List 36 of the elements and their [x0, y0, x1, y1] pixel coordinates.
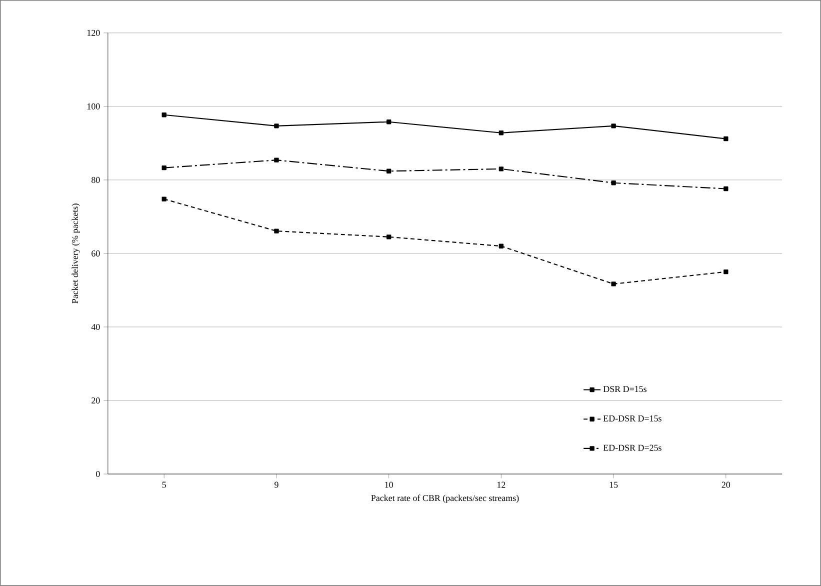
point	[274, 158, 279, 162]
point	[498, 166, 504, 172]
legend-label: ED-DSR D=15s	[603, 415, 662, 422]
point	[611, 180, 616, 186]
point	[162, 196, 166, 202]
point	[498, 244, 504, 248]
x-tick-label: 15	[610, 482, 618, 488]
y-tick-label: 120	[87, 30, 100, 36]
y-tick-label: 20	[92, 397, 100, 404]
point	[386, 168, 392, 174]
y-tick-label: 0	[96, 471, 100, 478]
x-axis-title: Packet rate of CBR (packets/sec streams)	[371, 494, 519, 503]
x-tick-label: 5	[162, 482, 166, 488]
x-tick-label: 20	[722, 482, 730, 488]
legend-label: DSR D=15s	[603, 386, 646, 392]
y-tick-label: 40	[91, 324, 100, 330]
x-tick-label: 9	[274, 482, 278, 488]
point	[386, 234, 392, 240]
point	[162, 112, 166, 118]
point	[724, 270, 728, 274]
legend-label: ED-DSR D=25s	[603, 444, 662, 451]
point	[274, 228, 279, 234]
y-tick-label: 60	[92, 250, 100, 257]
y-tick-label: 80	[92, 176, 100, 184]
y-tick-label: 100	[87, 103, 100, 110]
point	[274, 124, 279, 128]
point	[724, 186, 728, 192]
point	[611, 282, 616, 286]
x-tick-label: 10	[385, 482, 393, 488]
x-tick-label: 12	[497, 482, 506, 488]
point	[162, 165, 166, 170]
point	[724, 136, 728, 142]
point	[498, 130, 504, 136]
point	[611, 124, 616, 128]
y-axis-title: Packet delivery (% packets)	[72, 204, 80, 304]
point	[386, 120, 392, 124]
